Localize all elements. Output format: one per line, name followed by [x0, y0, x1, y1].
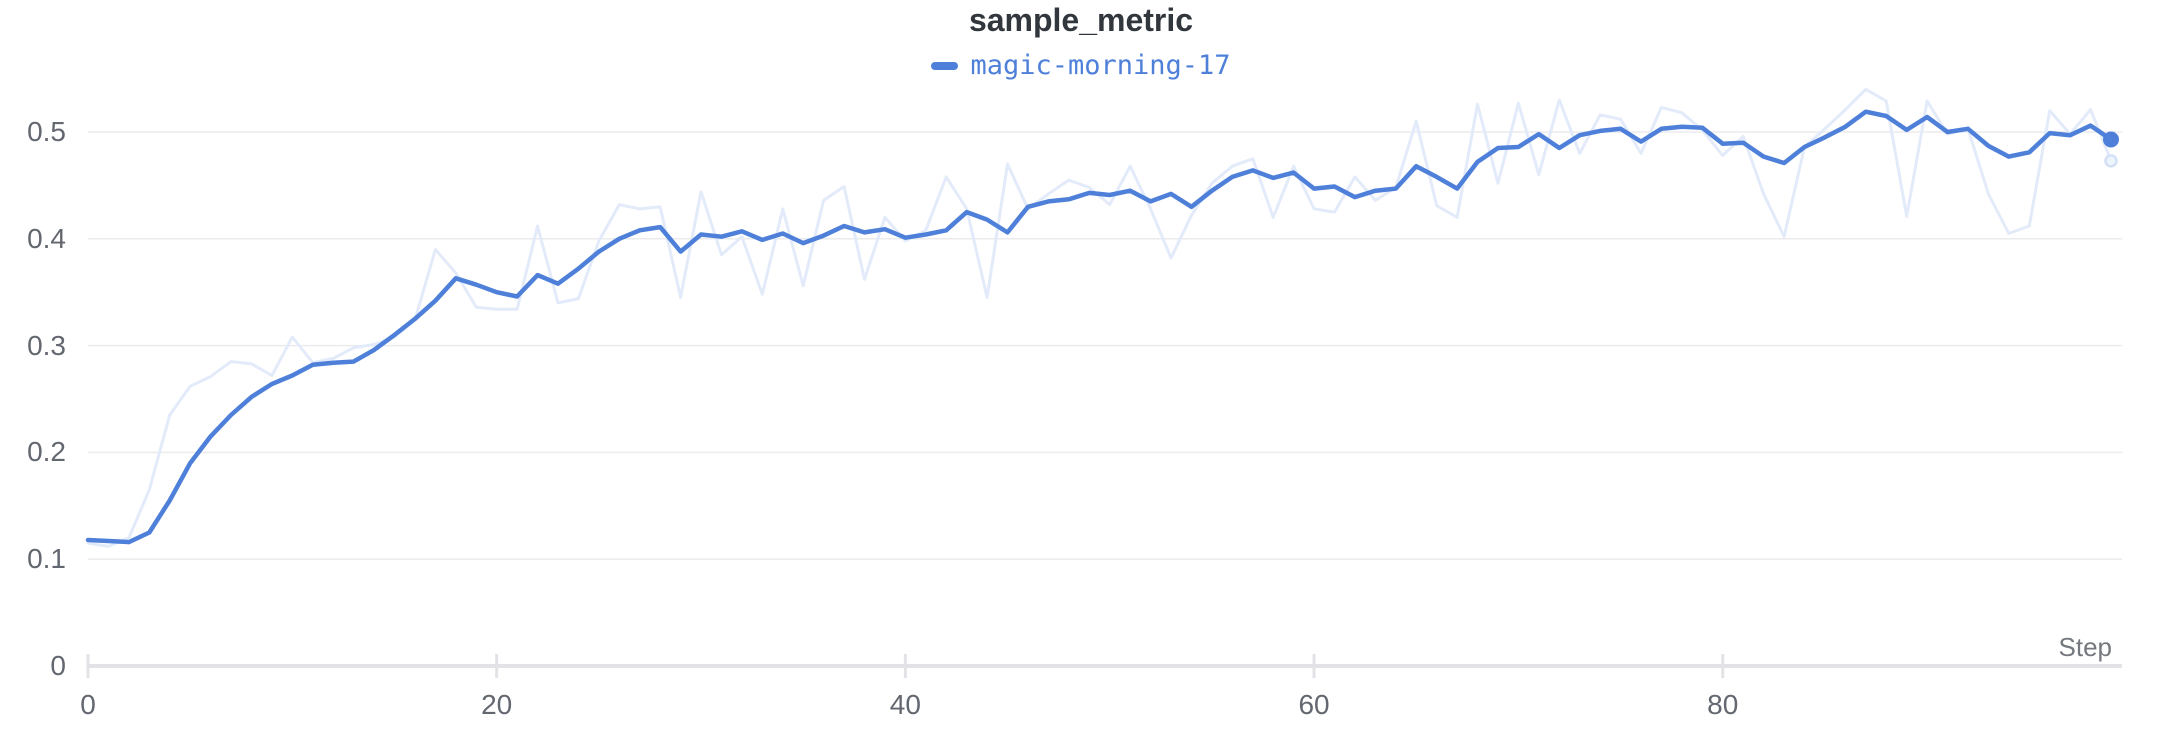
y-axis-tick-label: 0.5 [27, 116, 66, 147]
legend-line-swatch-icon [931, 62, 959, 70]
legend-item-magic-morning-17[interactable]: magic-morning-17 [931, 50, 1231, 82]
y-axis-tick-label: 0.2 [27, 436, 66, 468]
y-axis-tick-label: 0.1 [27, 543, 66, 575]
y-axis-tick-label: 0 [50, 650, 66, 681]
x-axis-tick-label: 40 [889, 689, 921, 720]
smoothed-series-line[interactable] [85, 109, 2114, 545]
x-axis-tick-label: 20 [481, 689, 513, 720]
chart-legend: magic-morning-17 [0, 50, 2162, 82]
y-axis-tick-label: 0.4 [27, 222, 66, 254]
x-axis-tick-label: 0 [80, 689, 96, 720]
smoothed-series-end-point[interactable] [2103, 131, 2119, 148]
x-axis-tick-label: 60 [1298, 689, 1330, 720]
chart-title: sample_metric [968, 2, 1194, 38]
y-axis-tick-label: 0.3 [27, 329, 66, 361]
original-series-end-point[interactable] [2104, 154, 2118, 168]
legend-run-name: magic-morning-17 [970, 50, 1231, 81]
original-series-line[interactable] [86, 87, 2113, 548]
x-axis-title: Step [2058, 632, 2113, 662]
x-axis-tick-label: 80 [1707, 689, 1739, 720]
